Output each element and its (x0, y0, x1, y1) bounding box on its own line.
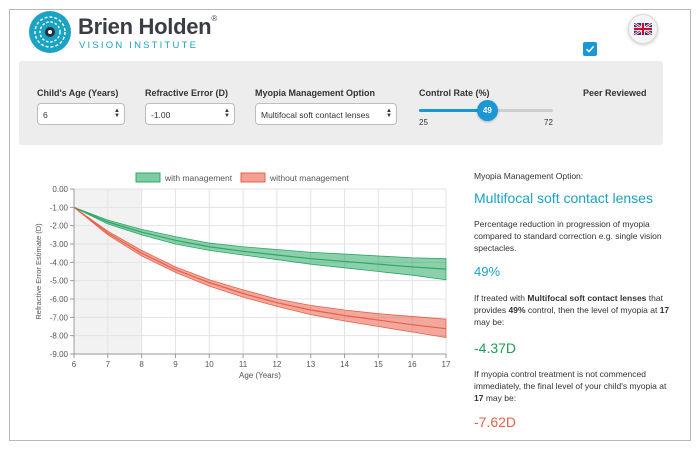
select-arrows-icon: ▲ ▼ (224, 108, 230, 119)
y-tick-label: -8.00 (50, 332, 69, 341)
treated-text: If treated with Multifocal soft contact … (474, 293, 670, 327)
management-option-select[interactable]: Multifocal soft contact lenses ▲ ▼ (255, 103, 397, 125)
age-value: 6 (43, 110, 48, 120)
uk-flag-icon (634, 23, 652, 35)
control-rate-slider-thumb[interactable]: 49 (476, 100, 498, 121)
treated-value: -4.37D (474, 340, 517, 356)
checkmark-icon (585, 45, 595, 53)
x-tick-label: 11 (239, 360, 248, 369)
y-tick-label: -2.00 (50, 222, 69, 231)
y-tick-label: -6.00 (50, 295, 69, 304)
x-tick-label: 16 (408, 360, 417, 369)
refractive-error-select[interactable]: -1.00 ▲ ▼ (145, 103, 235, 125)
untreated-text: If myopia control treatment is not comme… (474, 369, 667, 403)
controls-panel: Child's Age (Years) 6 ▲ ▼ Refractive Erro… (19, 61, 663, 145)
option-name: Multifocal soft contact lenses (474, 190, 653, 206)
y-tick-label: -5.00 (50, 277, 69, 286)
series-line-0 (73, 206, 447, 270)
x-tick-label: 14 (340, 360, 349, 369)
legend-swatch-1 (240, 172, 266, 183)
refraction-chart: 0.00 -1.00 -2.00 -3.00 -4.00 -5.00 -6.00 -7.00 -… (34, 172, 451, 380)
reduction-text: Percentage reduction in progression of m… (474, 219, 662, 253)
y-axis-label: Refractive Error Estimate (D) (34, 223, 43, 320)
y-tick-label: -7.00 (50, 313, 69, 322)
refractive-error-label: Refractive Error (D) (145, 88, 229, 98)
x-tick-label: 9 (173, 360, 178, 369)
language-flag-button[interactable] (628, 14, 658, 44)
select-arrows-icon: ▲ ▼ (114, 108, 120, 119)
x-tick-label: 8 (139, 360, 144, 369)
legend-swatch-0 (135, 172, 161, 183)
select-arrows-icon: ▲ ▼ (386, 108, 392, 119)
age-select[interactable]: 6 ▲ ▼ (37, 103, 125, 125)
y-tick-label: -4.00 (50, 258, 69, 267)
management-option-label: Myopia Management Option (255, 88, 376, 98)
series-line-1 (73, 206, 447, 330)
reduction-value: 49% (474, 264, 501, 279)
age-label: Child's Age (Years) (37, 88, 119, 98)
untreated-value: -7.62D (474, 414, 517, 430)
option-heading: Myopia Management Option: (474, 171, 584, 181)
control-rate-min: 25 (419, 118, 428, 127)
peer-reviewed-checkbox[interactable] (583, 42, 597, 56)
y-tick-label: -1.00 (50, 203, 69, 212)
x-axis-label: Age (Years) (239, 371, 281, 380)
x-tick-label: 13 (306, 360, 315, 369)
x-tick-label: 10 (205, 360, 214, 369)
y-tick-label: -3.00 (50, 240, 69, 249)
y-tick-label: 0.00 (52, 185, 68, 194)
management-option-value: Multifocal soft contact lenses (261, 110, 370, 120)
peer-reviewed-label: Peer Reviewed (583, 88, 647, 98)
refractive-error-value: -1.00 (151, 110, 171, 120)
x-tick-label: 12 (272, 360, 281, 369)
x-tick-label: 6 (72, 360, 77, 369)
brand-name: Brien Holden® (78, 14, 217, 39)
brand-subtitle: VISION INSTITUTE (79, 40, 199, 51)
control-rate-slider-fill (419, 109, 488, 112)
x-tick-label: 15 (374, 360, 383, 369)
legend-label-0: with management (164, 173, 233, 183)
x-tick-label: 7 (106, 360, 111, 369)
control-rate-label: Control Rate (%) (419, 88, 490, 98)
brand-logo-mark-icon (29, 11, 71, 53)
y-tick-label: -9.00 (50, 350, 69, 359)
legend-label-1: without management (269, 173, 350, 183)
brand-logo: Brien Holden® VISION INSTITUTE (28, 8, 218, 58)
control-rate-max: 72 (544, 118, 553, 127)
x-tick-label: 17 (442, 360, 451, 369)
